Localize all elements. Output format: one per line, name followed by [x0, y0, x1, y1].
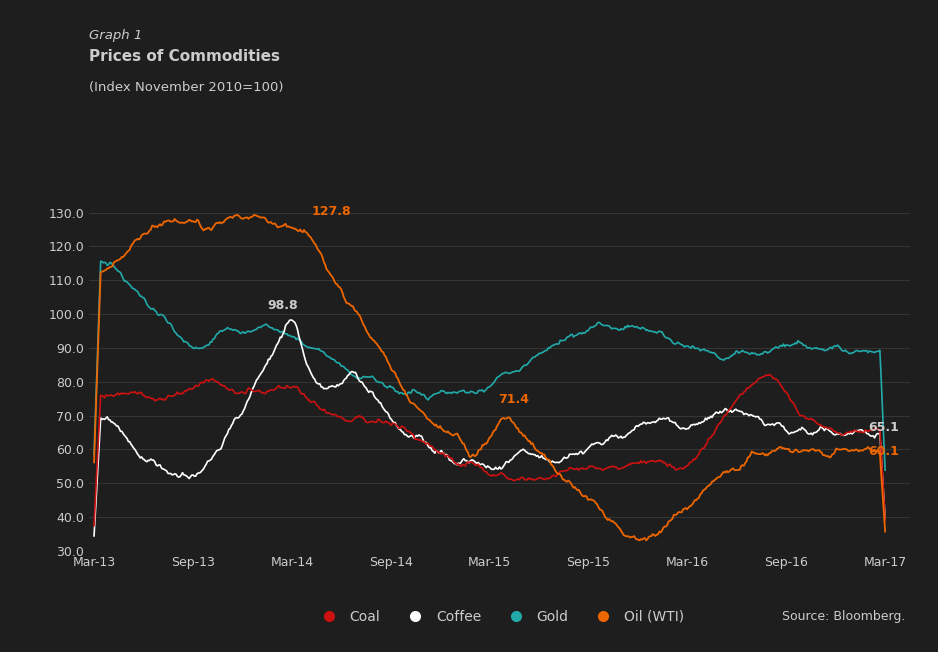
Text: 60.1: 60.1: [869, 445, 900, 458]
Text: 98.8: 98.8: [267, 299, 297, 312]
Text: 65.1: 65.1: [869, 421, 900, 434]
Legend: Coal, Coffee, Gold, Oil (WTI): Coal, Coffee, Gold, Oil (WTI): [310, 604, 689, 629]
Text: 127.8: 127.8: [311, 205, 351, 218]
Text: 71.4: 71.4: [498, 393, 529, 406]
Text: Source: Bloomberg.: Source: Bloomberg.: [781, 610, 905, 623]
Text: Graph 1: Graph 1: [89, 29, 143, 42]
Text: (Index November 2010=100): (Index November 2010=100): [89, 81, 283, 94]
Text: Prices of Commodities: Prices of Commodities: [89, 49, 280, 64]
